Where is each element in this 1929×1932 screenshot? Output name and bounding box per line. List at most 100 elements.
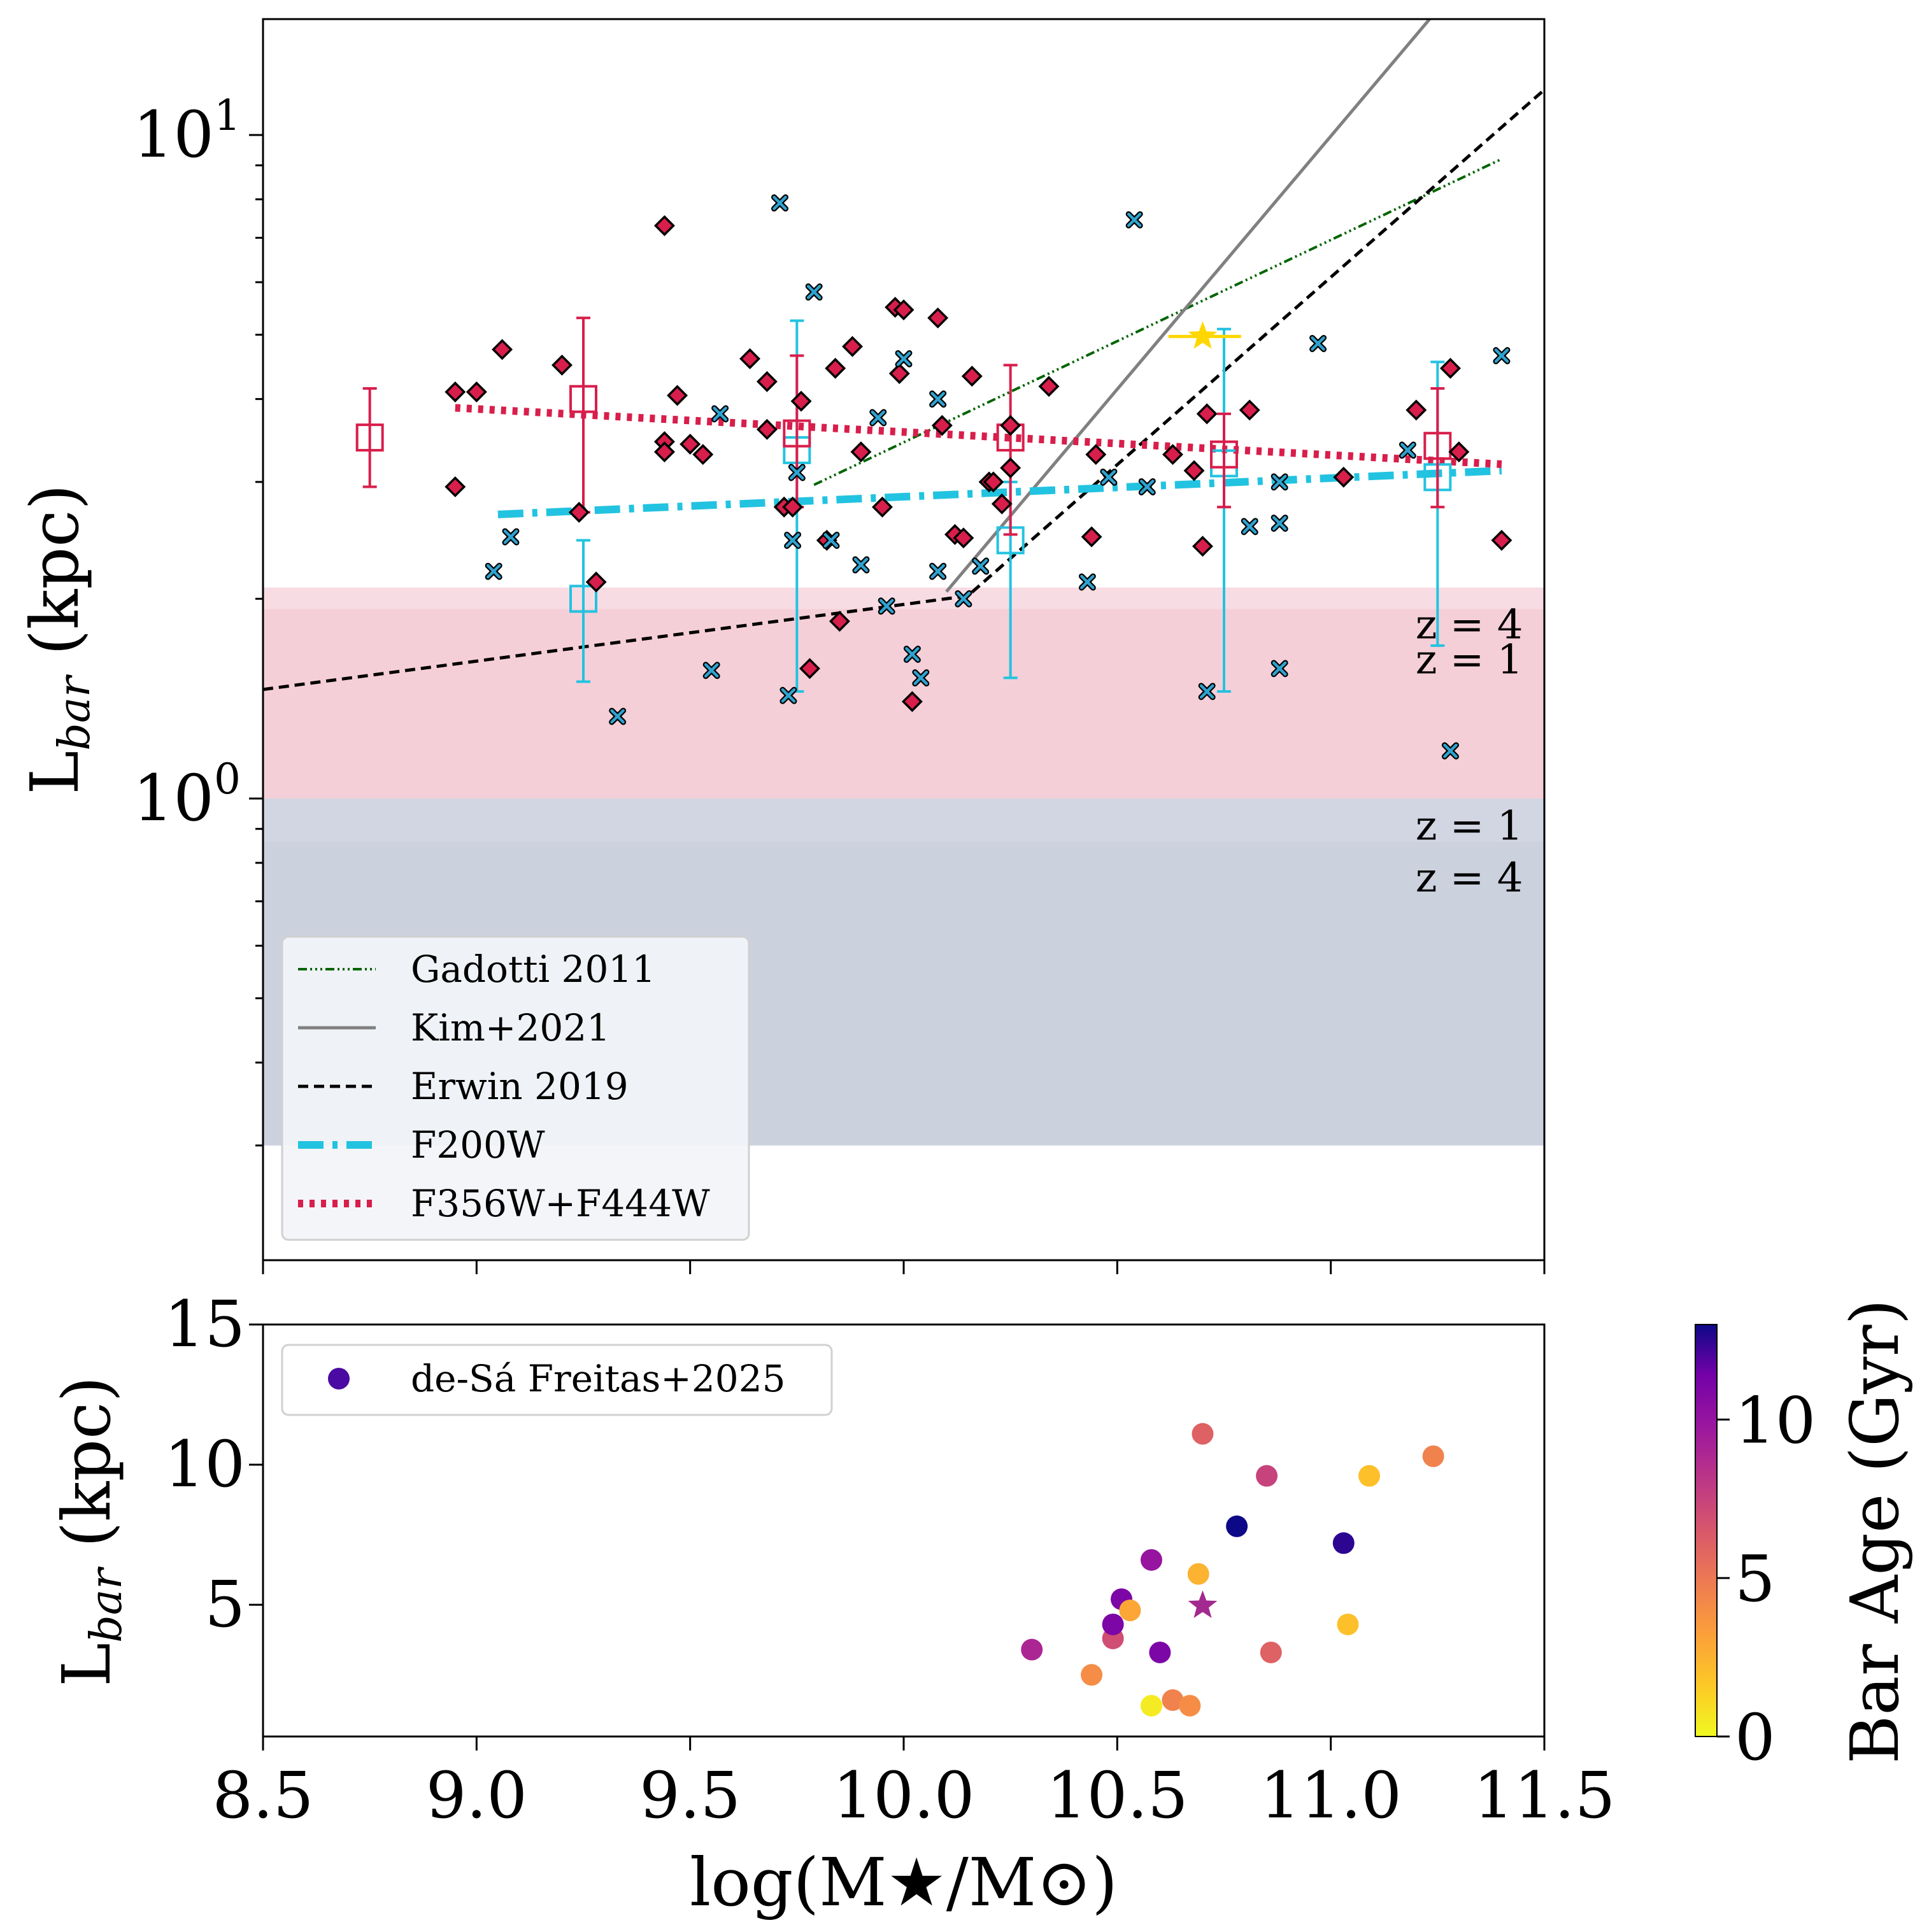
band-label-2: z = 1 [1416, 803, 1523, 850]
x-tick-label-2: 9.5 [639, 1758, 741, 1833]
desa-freitas-points [1021, 1423, 1444, 1717]
f356w-point-42 [1085, 444, 1107, 465]
f356w-point-24 [850, 441, 872, 463]
f356w-point-49 [1406, 399, 1427, 421]
f200w-point-stroke-b [905, 647, 920, 662]
f200w-point-stroke-b [486, 564, 501, 579]
f200w-point-stroke-b [772, 195, 787, 210]
main-legend-box [281, 935, 750, 1241]
f200w-point-1 [502, 528, 520, 546]
desa-point-16 [1332, 1532, 1355, 1554]
f356w-bin-marker-1 [569, 385, 597, 413]
binned-error-bars [355, 316, 1452, 693]
f200w-point-8 [788, 464, 806, 481]
lower-y-tick-label-0: 5 [204, 1567, 245, 1642]
f200w-bin-marker-0 [569, 585, 597, 613]
lower-y-axis-title: Lbar (kpc) [48, 1376, 132, 1687]
f356w-point-23 [842, 336, 863, 357]
lower-legend-box [281, 1344, 833, 1416]
f356w-point-33 [953, 527, 974, 549]
f200w-point-stroke-b [1127, 212, 1142, 227]
redshift-band-1 [263, 609, 1544, 799]
f356w-point-31 [931, 415, 953, 436]
f200w-point-22 [1100, 468, 1118, 486]
f200w-point-17 [929, 562, 947, 580]
f356w-point-39 [1000, 457, 1021, 479]
f356w-bin-marker-2 [783, 419, 811, 448]
f356w-point-5 [568, 502, 590, 523]
lower-panel: 5 10 15 8.5 9.0 9.5 10.0 10.5 11.0 11.5 Lbar (kp… [48, 1287, 1914, 1921]
f200w-point-5 [771, 194, 789, 212]
f200w-point-stroke-b [913, 671, 929, 685]
f356w-point-3 [492, 339, 513, 360]
colorbar-ticks: 0 5 10 [1717, 1383, 1816, 1775]
f200w-point-15 [903, 645, 921, 663]
desa-point-0 [1021, 1638, 1043, 1661]
lower-y-tick-label-1: 10 [164, 1427, 245, 1502]
legend-label-1: Kim+2021 [411, 1006, 610, 1049]
f200w-point-26 [1241, 518, 1258, 536]
f200w-point-2 [609, 707, 627, 725]
desa-point-3 [1102, 1613, 1124, 1635]
desa-point-9 [1162, 1689, 1184, 1711]
f200w-point-stroke-b [879, 599, 894, 614]
desa-point-12 [1192, 1423, 1214, 1445]
lower-legend: de-Sá Freitas+2025 [281, 1344, 833, 1416]
f200w-point-stroke-b [853, 557, 869, 572]
f356w-point-29 [901, 691, 923, 713]
f200w-point-10 [822, 531, 840, 549]
main-x-ticks [262, 1260, 1546, 1274]
line-kim-2021 [945, 19, 1432, 593]
f356w-point-44 [1183, 460, 1205, 481]
f200w-point-stroke-b [973, 558, 988, 574]
f200w-point-6 [779, 686, 797, 704]
colorbar-tick-label-2: 10 [1735, 1383, 1816, 1458]
f356w-point-2 [466, 381, 487, 402]
f200w-point-stroke-b [1199, 684, 1214, 699]
f200w-point-3 [702, 662, 720, 679]
x-tick-label-4: 10.5 [1046, 1758, 1188, 1833]
desa-point-14 [1256, 1465, 1278, 1487]
f200w-point-stroke-b [1242, 519, 1257, 534]
colorbar-gradient [1695, 1324, 1718, 1737]
f356w-point-38 [1000, 415, 1021, 436]
f200w-point-stroke-b [713, 406, 727, 422]
y-tick-label-0: 101 [133, 91, 241, 172]
f200w-point-32 [1441, 742, 1459, 760]
f200w-point-stroke-b [806, 285, 822, 299]
f200w-point-28 [1271, 515, 1288, 532]
band-labels: z = 4z = 1z = 1z = 4 [1416, 602, 1523, 902]
f200w-point-24 [1138, 478, 1156, 495]
f200w-point-stroke-b [790, 465, 804, 480]
f356w-point-25 [871, 496, 893, 518]
f356w-point-45 [1192, 536, 1213, 557]
desa-star-marker [1188, 1590, 1218, 1618]
f356w-point-37 [991, 493, 1013, 515]
f200w-point-stroke-b [956, 592, 971, 606]
f200w-point-stroke-b [610, 709, 625, 724]
main-y-ticks: 101 100 [133, 91, 263, 1147]
x-tick-label-6: 11.5 [1474, 1758, 1616, 1833]
f356w-point-19 [799, 658, 820, 679]
f200w-point-13 [878, 597, 895, 615]
f356w-point-18 [790, 390, 812, 412]
highlight-star [1168, 321, 1241, 349]
desa-point-1 [1081, 1664, 1103, 1686]
line-f356w-f444w [455, 404, 1502, 469]
f356w-point-30 [927, 307, 949, 329]
f200w-point-18 [929, 390, 947, 408]
lower-legend-marker [328, 1368, 350, 1389]
band-label-1: z = 1 [1416, 637, 1523, 684]
colorbar-tick-label-0: 0 [1735, 1700, 1776, 1775]
y-tick-label-1: 100 [133, 755, 241, 835]
x-tick-label-0: 8.5 [212, 1758, 313, 1833]
f356w-point-22 [829, 611, 850, 632]
legend-label-0: Gadotti 2011 [411, 948, 655, 991]
f200w-point-stroke-b [1101, 470, 1116, 485]
star-marker [1188, 321, 1218, 349]
f200w-point-7 [784, 531, 802, 549]
legend-label-4: F356W+F444W [411, 1182, 710, 1225]
colorbar-label: Bar Age (Gyr) [1836, 1299, 1914, 1764]
f356w-point-34 [961, 366, 983, 387]
f356w-point-43 [1162, 444, 1183, 465]
